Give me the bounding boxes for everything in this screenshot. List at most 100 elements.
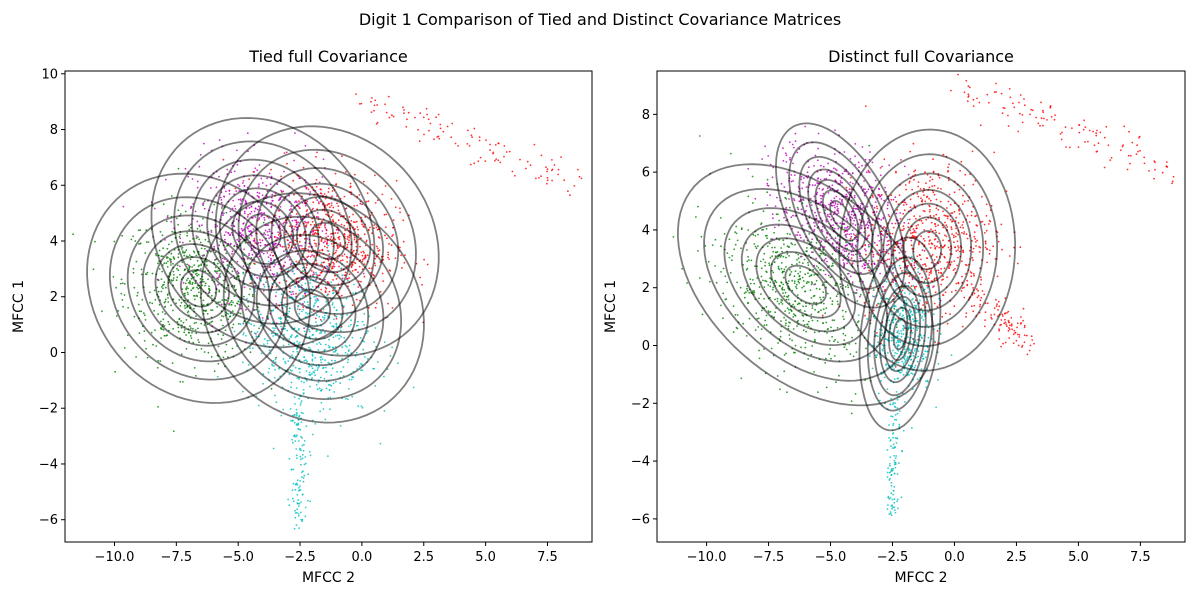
scatter-point	[390, 198, 393, 200]
scatter-point	[225, 252, 228, 255]
scatter-point	[963, 232, 965, 235]
scatter-point	[921, 222, 924, 225]
scatter-point	[792, 303, 794, 306]
scatter-point	[272, 447, 275, 450]
scatter-point	[525, 167, 527, 170]
scatter-point	[829, 297, 832, 300]
scatter-point	[729, 152, 732, 155]
scatter-point	[821, 314, 824, 317]
scatter-point	[933, 193, 936, 196]
scatter-point	[264, 229, 267, 232]
scatter-point	[802, 280, 805, 282]
scatter-point	[795, 234, 797, 237]
scatter-point	[937, 208, 940, 211]
scatter-point	[578, 175, 581, 178]
scatter-point	[298, 371, 301, 374]
scatter-point	[423, 133, 425, 136]
scatter-point	[962, 250, 964, 252]
scatter-point	[422, 116, 425, 119]
scatter-point	[278, 281, 281, 284]
scatter-point	[855, 245, 857, 248]
scatter-point	[321, 358, 324, 360]
scatter-point	[896, 331, 899, 334]
scatter-point	[187, 282, 190, 284]
scatter-point	[761, 158, 763, 160]
scatter-point	[359, 245, 361, 248]
scatter-point	[766, 234, 768, 237]
scatter-point	[166, 293, 169, 296]
scatter-point	[437, 113, 440, 116]
scatter-point	[362, 272, 365, 275]
scatter-point	[724, 275, 727, 278]
scatter-point	[783, 268, 786, 271]
scatter-point	[954, 289, 957, 292]
scatter-tail-1	[355, 93, 583, 197]
scatter-point	[902, 229, 904, 232]
scatter-point	[781, 288, 784, 291]
scatter-point	[846, 284, 849, 287]
scatter-point	[797, 257, 800, 260]
scatter-point	[833, 319, 836, 322]
scatter-point	[355, 268, 357, 271]
scatter-point	[320, 402, 323, 404]
scatter-point	[256, 169, 259, 172]
scatter-point	[243, 212, 246, 215]
scatter-point	[297, 422, 300, 425]
scatter-point	[348, 273, 351, 276]
scatter-point	[170, 260, 172, 263]
scatter-point	[154, 253, 157, 255]
scatter-point	[837, 210, 839, 212]
scatter-point	[312, 305, 315, 308]
scatter-point	[807, 320, 810, 323]
scatter-point	[944, 291, 947, 294]
scatter-point	[350, 378, 353, 381]
scatter-point	[894, 222, 897, 225]
scatter-point	[725, 298, 728, 300]
scatter-point	[296, 377, 298, 379]
scatter-point	[162, 329, 165, 331]
scatter-point	[847, 286, 850, 289]
scatter-point	[907, 336, 909, 339]
scatter-point	[827, 215, 829, 218]
scatter-point	[291, 497, 294, 500]
scatter-point	[332, 219, 334, 221]
scatter-point	[302, 166, 305, 169]
scatter-point	[164, 178, 167, 181]
scatter-point	[307, 188, 310, 191]
scatter-point	[836, 205, 838, 208]
scatter-point	[911, 231, 914, 234]
scatter-point	[301, 453, 304, 456]
scatter-point	[423, 258, 425, 261]
scatter-point	[1000, 223, 1003, 226]
scatter-point	[953, 260, 956, 262]
scatter-point	[783, 295, 786, 298]
scatter-point	[439, 127, 442, 130]
scatter-point	[913, 204, 916, 207]
scatter-point	[361, 203, 363, 206]
scatter-point	[235, 190, 238, 193]
scatter-point	[279, 198, 282, 201]
scatter-point	[346, 261, 349, 263]
scatter-point	[271, 363, 273, 366]
scatter-point	[215, 186, 218, 189]
scatter-point	[296, 350, 299, 353]
scatter-point	[280, 293, 283, 296]
scatter-point	[143, 314, 146, 317]
scatter-point	[200, 264, 203, 266]
scatter-point	[937, 269, 940, 272]
y-axis-label-1: MFCC 1	[11, 280, 27, 333]
scatter-point	[855, 292, 858, 294]
scatter-point	[254, 242, 257, 244]
scatter-point	[294, 435, 296, 438]
scatter-point	[412, 386, 415, 389]
scatter-point	[307, 473, 310, 476]
scatter-point	[864, 266, 867, 269]
scatter-point	[784, 196, 787, 199]
scatter-point	[901, 270, 903, 272]
scatter-point	[814, 184, 817, 187]
scatter-point	[811, 282, 814, 284]
scatter-point	[374, 327, 377, 329]
y-tick-label: −6	[39, 513, 58, 528]
scatter-point	[798, 282, 801, 284]
scatter-point	[302, 306, 304, 308]
